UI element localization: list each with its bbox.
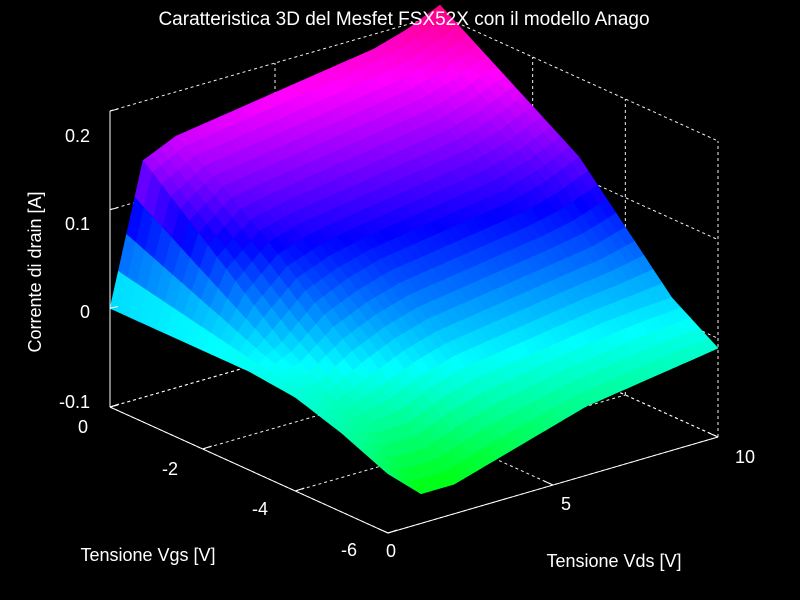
x-axis-line [109,406,389,534]
x-tick [295,487,305,492]
y-tick [543,480,554,486]
x-axis-label: Tensione Vgs [V] [80,545,215,565]
x-tick [387,529,398,534]
x-tick-label: -2 [162,459,178,479]
z-tick-label: -0.1 [59,392,90,412]
y-tick-label: 5 [561,494,571,514]
surface [109,4,719,495]
z-tick [109,207,119,211]
y-tick [708,432,719,438]
axes [109,108,719,534]
z-tick-label: 0.2 [65,126,90,146]
x-tick [202,445,212,450]
y-tick-label: 10 [735,447,755,467]
y-tick-label: 0 [386,541,396,561]
z-axis-label: Corrente di drain [A] [25,191,45,352]
z-tick-label: 0 [80,302,90,322]
x-tick [109,403,120,408]
z-tick-label: 0.1 [65,214,90,234]
y-tick [378,528,389,534]
surface-patch [411,478,430,495]
z-tick [109,108,119,112]
chart-title: Caratteristica 3D del Mesfet FSX52X con … [158,9,649,30]
z-gridline [439,14,719,142]
x-tick-label: 0 [78,417,88,437]
x-tick-label: -4 [252,499,268,519]
y-axis-label: Tensione Vds [V] [546,551,681,571]
z-tick [109,305,119,309]
x-tick-label: -6 [341,540,357,560]
